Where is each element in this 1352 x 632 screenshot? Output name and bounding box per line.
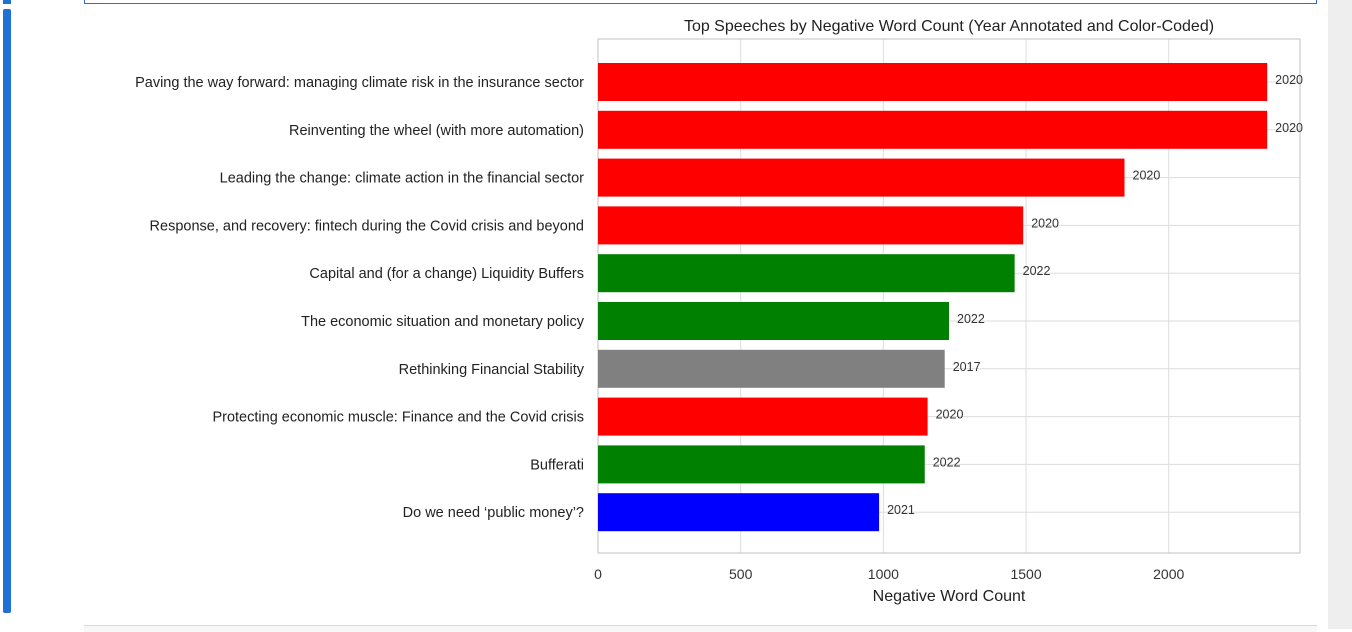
year-annotation: 2017	[953, 360, 981, 374]
year-annotation: 2020	[1275, 121, 1303, 135]
bar-chart: Top Speeches by Negative Word Count (Yea…	[135, 18, 1303, 605]
year-annotation: 2020	[1031, 216, 1059, 230]
y-tick-label: Capital and (for a change) Liquidity Buf…	[309, 266, 584, 282]
cell-indicator-top	[3, 0, 11, 4]
previous-cell-border	[84, 0, 1317, 4]
year-annotation: 2022	[933, 455, 961, 469]
year-annotation: 2022	[957, 312, 985, 326]
y-tick-label: Rethinking Financial Stability	[399, 362, 585, 378]
x-tick-label: 0	[594, 566, 602, 582]
bar	[598, 206, 1024, 245]
year-annotation: 2022	[1023, 264, 1051, 278]
year-annotation: 2020	[936, 408, 964, 422]
y-tick-label: Do we need ‘public money’?	[403, 505, 584, 521]
y-tick-label: Protecting economic muscle: Finance and …	[212, 410, 584, 426]
x-tick-label: 1500	[1010, 566, 1041, 582]
y-tick-label: Bufferati	[530, 457, 584, 473]
y-tick-label: Leading the change: climate action in th…	[220, 171, 585, 187]
bar	[598, 110, 1268, 149]
x-axis-label: Negative Word Count	[873, 588, 1026, 605]
bar	[598, 158, 1125, 197]
year-annotations: 2020 2020 2020 2020 2022 2022 2017 2020 2022 2021	[887, 73, 1303, 517]
y-tick-label: Reinventing the wheel (with more automat…	[289, 123, 584, 139]
y-tick-labels: Paving the way forward: managing climate…	[135, 75, 585, 521]
bar	[598, 397, 928, 436]
bar	[598, 493, 880, 532]
y-tick-label: Response, and recovery: fintech during t…	[150, 218, 584, 234]
bar	[598, 445, 925, 484]
year-annotation: 2020	[1275, 73, 1303, 87]
bar	[598, 254, 1015, 293]
x-tick-label: 2000	[1153, 566, 1184, 582]
x-tick-labels: 0 500 1000 1500 2000	[594, 566, 1184, 582]
x-tick-label: 500	[729, 566, 753, 582]
year-annotation: 2021	[887, 503, 915, 517]
plot-frame	[597, 38, 1301, 554]
bars	[598, 63, 1268, 532]
y-tick-label: Paving the way forward: managing climate…	[135, 75, 584, 91]
y-tick-label: The economic situation and monetary poli…	[301, 314, 585, 330]
bar	[598, 349, 945, 388]
bar	[598, 63, 1268, 101]
chart-title: Top Speeches by Negative Word Count (Yea…	[684, 18, 1214, 35]
scrollbar-track[interactable]	[1328, 0, 1352, 629]
bar	[598, 302, 949, 340]
x-tick-label: 1000	[868, 566, 899, 582]
year-annotation: 2020	[1133, 169, 1161, 183]
cell-selection-indicator[interactable]	[3, 9, 11, 613]
